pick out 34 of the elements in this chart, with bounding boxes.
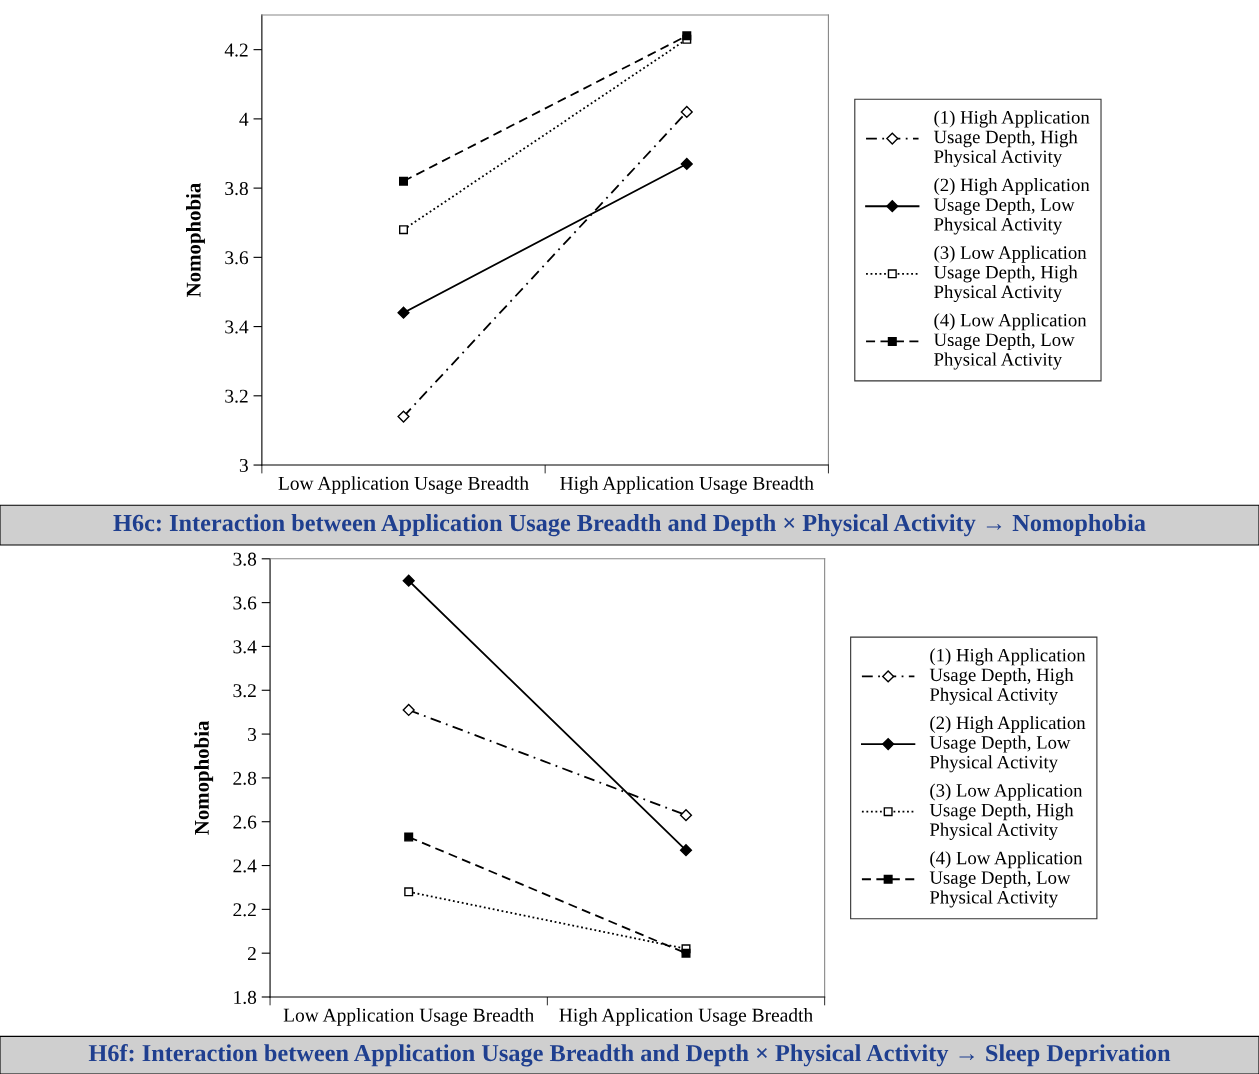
legend-label: (1) High Application Usage Depth, High Physical Activity <box>929 648 1086 705</box>
y-tick-label: 3.8 <box>233 552 257 566</box>
y-tick-label: 3 <box>239 458 248 472</box>
x-tick-label: Low Application Usage Breadth <box>278 476 529 494</box>
x-tick-label: High Application Usage Breadth <box>559 1008 813 1026</box>
legend-label: (3) Low Application Usage Depth, High Physical Activity <box>933 245 1087 303</box>
y-tick-label: 3.6 <box>233 596 257 610</box>
y-tick-label: 2.2 <box>233 903 256 917</box>
y-axis-title: Nomophobia <box>186 183 205 297</box>
y-tick-label: 3.8 <box>225 181 248 196</box>
text: H6f: Interaction between Application Usage Breadth and Depth × Physical Activity → Sleep Deprivation <box>88 1043 1171 1067</box>
y-tick-label: 2.8 <box>233 771 257 785</box>
y-tick-label: 3.6 <box>225 251 249 265</box>
legend-label: (4) Low Application Usage Depth, Low Physical Activity <box>929 851 1083 908</box>
y-tick-label: 3.2 <box>233 684 256 698</box>
y-axis-title: Nomophobia <box>194 720 214 835</box>
y-tick-label: 2 <box>247 947 256 960</box>
x-tick-label: High Application Usage Breadth <box>560 476 814 494</box>
y-tick-label: 3.4 <box>233 640 257 654</box>
y-tick-label: 3 <box>248 727 257 742</box>
legend-label: (2) High Application Usage Depth, Low Physical Activity <box>929 715 1086 773</box>
y-tick-label: 3.4 <box>225 320 249 334</box>
y-tick-label: 3.2 <box>225 389 248 403</box>
legend-label: (1) High Application Usage Depth, High Physical Activity <box>933 110 1090 167</box>
legend-label: (2) High Application Usage Depth, Low Physical Activity <box>933 178 1090 235</box>
legend-label: (3) Low Application Usage Depth, High Physical Activity <box>929 783 1083 840</box>
y-tick-label: 1.8 <box>234 990 257 1005</box>
y-tick-label: 2.6 <box>233 815 257 829</box>
y-tick-label: 4 <box>239 112 249 126</box>
y-tick-label: 2.4 <box>233 859 257 873</box>
y-tick-label: 4.2 <box>224 43 248 57</box>
x-tick-label: Low Application Usage Breadth <box>283 1008 534 1026</box>
legend-label: (4) Low Application Usage Depth, Low Physical Activity <box>933 313 1087 370</box>
text: H6c: Interaction between Application Usage Breadth and Depth × Physical Activity → Nomophobia <box>113 514 1146 537</box>
